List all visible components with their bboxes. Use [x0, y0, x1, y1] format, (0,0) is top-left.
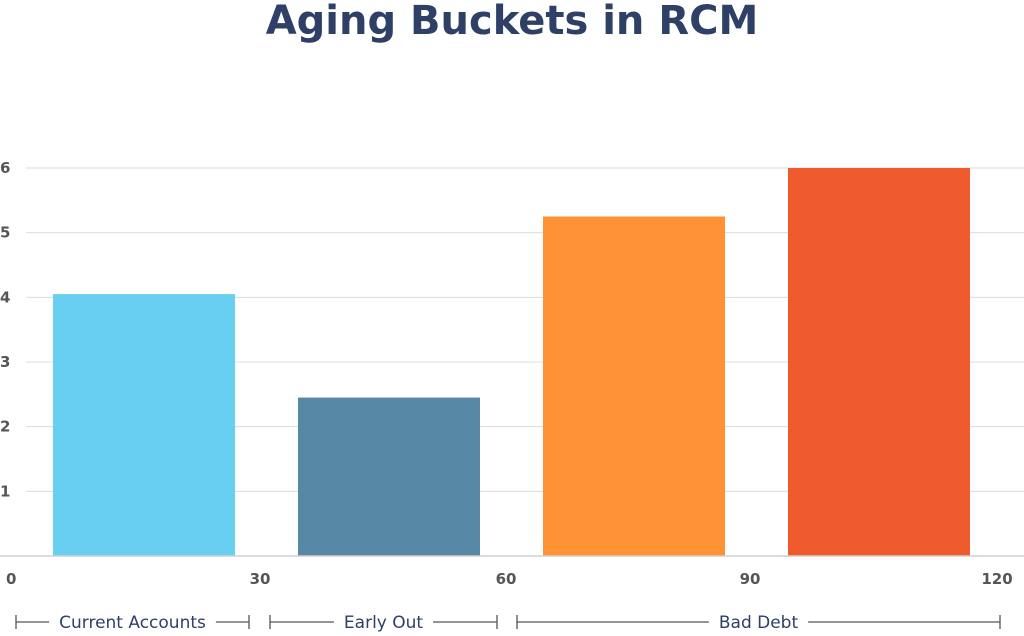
chart-title: Aging Buckets in RCM: [266, 0, 759, 44]
y-tick-label: 3: [0, 353, 10, 371]
y-tick-label: 4: [0, 288, 10, 306]
bar-2: [543, 216, 725, 556]
y-tick-label: 5: [0, 224, 10, 242]
bucket-label: Bad Debt: [719, 613, 799, 633]
bucket-bracket-1: Early Out: [269, 613, 498, 633]
y-tick-label: 2: [0, 418, 10, 436]
x-tick-label: 120: [981, 570, 1012, 588]
bucket-label: Early Out: [344, 613, 423, 633]
bar-0: [53, 294, 235, 556]
bucket-label: Current Accounts: [59, 613, 206, 633]
x-tick-label: 60: [496, 570, 517, 588]
x-tick-label: 90: [740, 570, 761, 588]
x-tick-label: 0: [6, 570, 16, 588]
bar-1: [298, 397, 480, 556]
bucket-bracket-2: Bad Debt: [516, 613, 1001, 633]
bucket-brackets: Current Accounts Early Out Bad Debt: [15, 613, 1001, 633]
y-tick-label: 6: [0, 159, 10, 177]
bar-3: [788, 168, 970, 556]
y-tick-label: 1: [0, 482, 10, 500]
bucket-bracket-0: Current Accounts: [15, 613, 250, 633]
x-tick-label: 30: [250, 570, 271, 588]
bars: [53, 168, 970, 556]
